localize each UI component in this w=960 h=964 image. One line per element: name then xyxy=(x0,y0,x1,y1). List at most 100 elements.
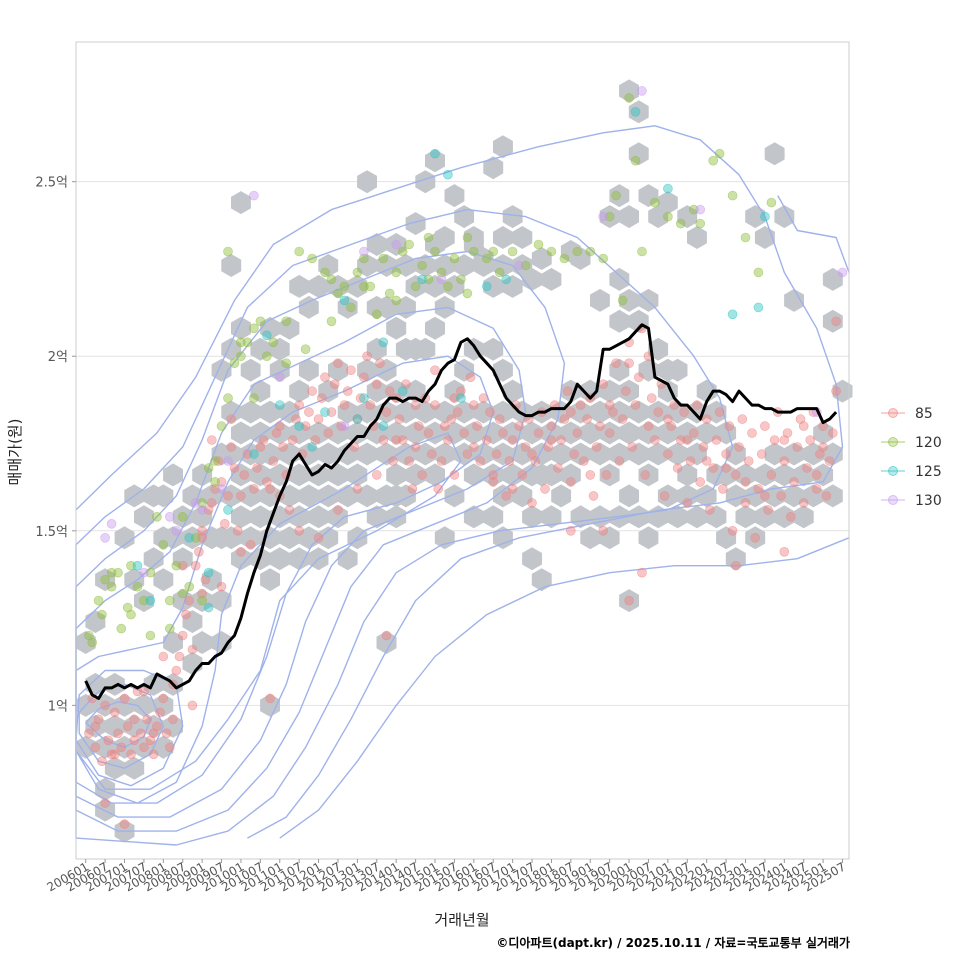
scatter-point-120 xyxy=(572,246,583,257)
scatter-point-120 xyxy=(449,253,460,264)
scatter-point-85 xyxy=(608,407,618,417)
hexbin-cell xyxy=(153,735,174,759)
hexbin-cell xyxy=(493,358,513,382)
hexbin-cell xyxy=(192,505,213,529)
scatter-point-120 xyxy=(462,288,473,299)
hexbin-cell xyxy=(415,170,436,194)
scatter-point-120 xyxy=(391,267,402,278)
hexbin-cell xyxy=(560,421,581,445)
hexbin-cell xyxy=(541,421,562,445)
x-axis-title: 거래년월 xyxy=(434,911,489,929)
scatter-point-85 xyxy=(226,414,236,424)
hexbin-cell xyxy=(395,400,416,424)
scatter-point-85 xyxy=(682,498,693,508)
hexbin-cell xyxy=(415,400,436,424)
scatter-point-85 xyxy=(333,505,343,515)
scatter-point-120 xyxy=(346,302,356,313)
density-contour-7 xyxy=(75,250,566,832)
scatter-point-130 xyxy=(695,204,706,215)
hexbin-cell xyxy=(289,274,310,298)
scatter-point-120 xyxy=(145,567,156,578)
scatter-point-125 xyxy=(378,421,389,431)
scatter-point-85 xyxy=(394,414,405,424)
scatter-point-120 xyxy=(430,246,440,257)
hexbin-cell xyxy=(493,442,513,466)
hexbin-cell xyxy=(434,442,455,466)
scatter-point-120 xyxy=(371,309,382,320)
hexbin-cell xyxy=(434,226,455,249)
hexbin-cell xyxy=(366,421,387,445)
hexbin-cell xyxy=(434,526,455,550)
hexbin-cell xyxy=(192,463,213,487)
scatter-point-85 xyxy=(388,456,398,466)
hexbin-cell xyxy=(735,463,756,487)
scatter-point-85 xyxy=(756,449,767,459)
scatter-point-120 xyxy=(197,595,207,606)
legend-label: 125 xyxy=(915,464,942,480)
scatter-point-85 xyxy=(142,714,152,725)
scatter-point-85 xyxy=(417,470,427,480)
scatter-point-120 xyxy=(145,630,156,641)
scatter-point-85 xyxy=(278,442,288,452)
hexbin-cell xyxy=(318,379,339,403)
hexbin-cell xyxy=(289,547,310,571)
scatter-point-125 xyxy=(663,183,673,194)
hexbin-cell xyxy=(793,463,814,487)
hexbin-cell xyxy=(784,442,804,466)
scatter-point-85 xyxy=(129,735,139,746)
hexbin-cell xyxy=(463,226,484,249)
scatter-point-85 xyxy=(397,435,408,445)
scatter-point-85 xyxy=(90,721,101,732)
hexbin-cell xyxy=(395,337,416,361)
hexbin-cell xyxy=(725,484,746,508)
legend-label: 130 xyxy=(915,493,942,509)
hexbin-cell xyxy=(754,505,775,529)
hexbin-cell xyxy=(163,631,183,654)
scatter-point-120 xyxy=(93,595,104,606)
scatter-point-120 xyxy=(766,197,777,208)
hexbin-cell xyxy=(822,442,843,466)
scatter-point-120 xyxy=(139,595,149,606)
hexbin-cell xyxy=(745,484,766,508)
scatter-point-120 xyxy=(171,560,182,571)
scatter-point-120 xyxy=(177,588,188,599)
scatter-point-85 xyxy=(365,400,376,410)
scatter-point-85 xyxy=(316,393,327,403)
scatter-point-120 xyxy=(249,323,259,334)
scatter-point-120 xyxy=(378,253,389,264)
hexbin-cell xyxy=(628,442,649,466)
hexbin-cell xyxy=(405,421,426,445)
scatter-point-85 xyxy=(792,442,803,452)
hexbin-cell xyxy=(609,184,630,208)
hexbin-cell xyxy=(473,400,494,424)
scatter-point-85 xyxy=(226,442,236,452)
density-contour-3 xyxy=(75,669,184,787)
scatter-point-125 xyxy=(760,211,770,222)
scatter-point-85 xyxy=(452,407,463,417)
hexbin-cell xyxy=(104,756,125,780)
hexbin-cell xyxy=(75,631,96,654)
hexbin-cell xyxy=(425,274,445,298)
hexbin-cell xyxy=(454,400,475,424)
hexbin-cell xyxy=(793,505,814,529)
scatter-point-85 xyxy=(265,693,275,704)
scatter-point-120 xyxy=(740,232,751,243)
hexbin-cell xyxy=(172,589,193,613)
scatter-point-85 xyxy=(798,421,809,431)
scatter-point-120 xyxy=(320,267,330,278)
hexbin-cell xyxy=(231,421,251,445)
scatter-point-85 xyxy=(514,421,524,431)
scatter-point-120 xyxy=(617,295,628,306)
scatter-point-85 xyxy=(168,714,178,725)
scatter-point-85 xyxy=(698,442,709,452)
scatter-point-125 xyxy=(261,330,272,341)
hexbin-cell xyxy=(231,505,251,529)
scatter-point-130 xyxy=(100,532,110,543)
hexbin-cell xyxy=(522,421,542,445)
hexbin-cell xyxy=(134,505,154,529)
hexbin-cell xyxy=(512,484,533,508)
hexbin-cell xyxy=(425,149,445,173)
scatter-point-120 xyxy=(384,288,395,299)
scatter-point-85 xyxy=(381,407,392,417)
scatter-point-120 xyxy=(727,190,738,201)
